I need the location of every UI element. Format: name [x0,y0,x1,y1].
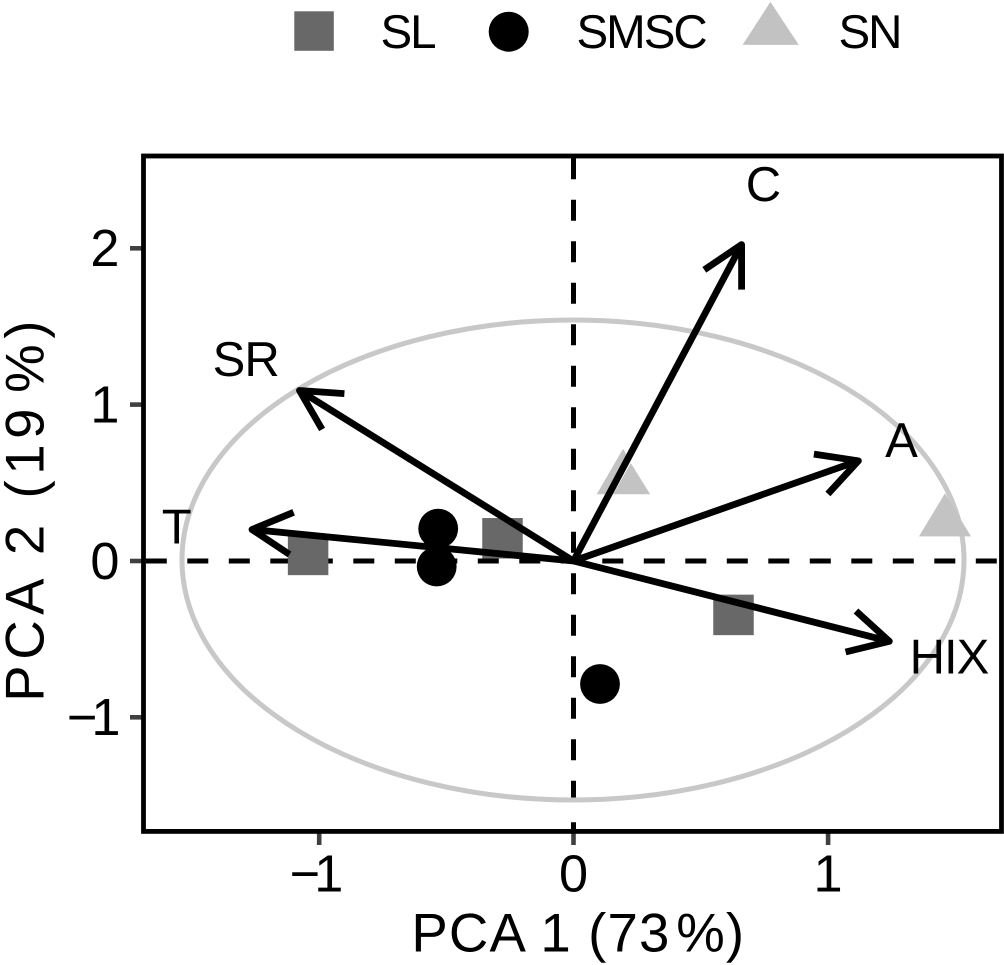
svg-text:PCA 2 (19 %): PCA 2 (19 %) [0,315,56,702]
svg-text:−1: −1 [290,846,342,904]
svg-text:HIX: HIX [910,631,989,685]
svg-text:0: 0 [90,533,119,591]
svg-text:SN: SN [839,6,901,59]
svg-text:1: 1 [814,846,843,904]
svg-text:A: A [885,414,918,468]
svg-text:0: 0 [559,846,588,904]
svg-text:C: C [746,158,780,212]
svg-text:PCA 1 (73 %): PCA 1 (73 %) [411,903,745,964]
svg-text:SL: SL [381,6,436,59]
svg-text:SR: SR [213,333,279,387]
svg-text:2: 2 [90,220,119,278]
svg-text:−1: −1 [67,689,119,747]
svg-text:1: 1 [90,377,119,435]
svg-text:SMSC: SMSC [577,6,707,59]
svg-text:T: T [162,501,191,555]
